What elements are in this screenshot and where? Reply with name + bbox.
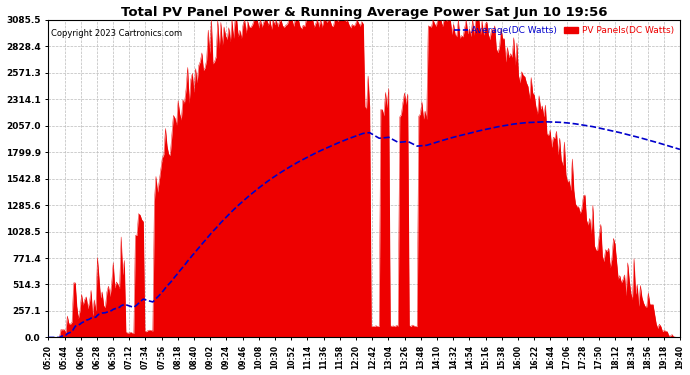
Title: Total PV Panel Power & Running Average Power Sat Jun 10 19:56: Total PV Panel Power & Running Average P… [121,6,607,18]
Text: Copyright 2023 Cartronics.com: Copyright 2023 Cartronics.com [52,29,183,38]
Legend: Average(DC Watts), PV Panels(DC Watts): Average(DC Watts), PV Panels(DC Watts) [452,24,676,37]
